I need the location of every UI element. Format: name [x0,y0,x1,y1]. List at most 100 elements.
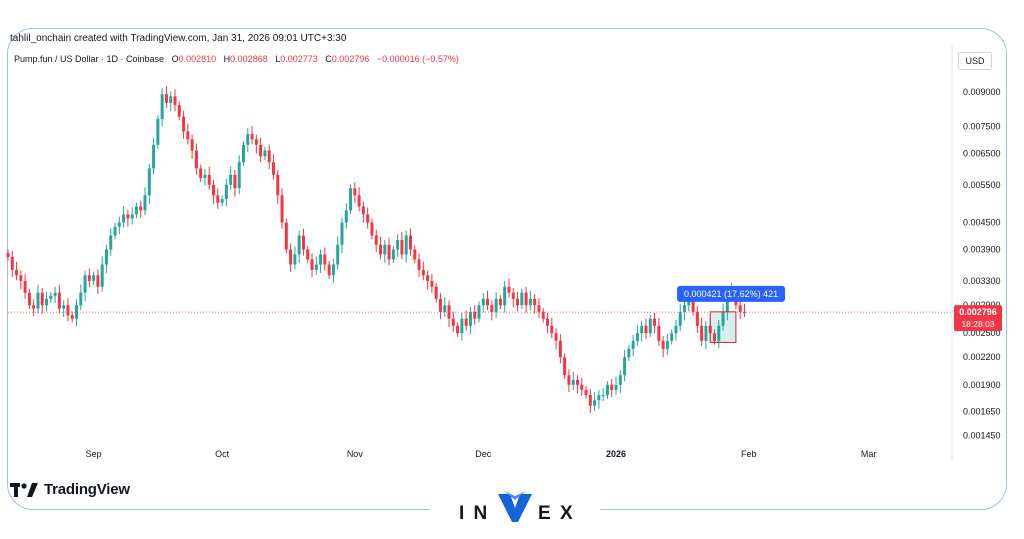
candle-body[interactable] [580,384,584,390]
candle-body[interactable] [725,292,729,312]
candle-body[interactable] [498,298,502,306]
candle-body[interactable] [297,235,301,255]
candle-body[interactable] [567,375,571,385]
candle-body[interactable] [194,150,198,169]
candle-body[interactable] [113,226,117,236]
candle-body[interactable] [516,298,520,306]
candle-body[interactable] [104,249,108,265]
candle-body[interactable] [134,206,138,215]
candle-body[interactable] [550,325,554,334]
candle-body[interactable] [537,305,541,312]
candle-body[interactable] [674,325,678,334]
candle-body[interactable] [190,139,194,151]
candle-body[interactable] [593,400,597,406]
candle-body[interactable] [242,144,245,163]
candle-body[interactable] [344,210,348,223]
candle-body[interactable] [109,235,113,250]
candle-body[interactable] [327,264,331,276]
candle-body[interactable] [481,298,485,306]
symbol-label[interactable]: Pump.fun / US Dollar · 1D · Coinbase [14,54,165,64]
candle-body[interactable] [383,244,387,255]
candle-body[interactable] [533,298,537,306]
candle-body[interactable] [45,298,49,306]
candle-body[interactable] [605,384,609,395]
candle-body[interactable] [152,144,156,169]
candle-body[interactable] [575,379,579,385]
candle-body[interactable] [665,340,669,349]
candle-body[interactable] [250,134,254,140]
candle-body[interactable] [15,269,19,276]
candle-body[interactable] [361,206,365,215]
candle-body[interactable] [507,286,511,293]
candle-body[interactable] [614,384,618,390]
candle-body[interactable] [473,311,477,319]
candle-body[interactable] [464,318,468,326]
candle-body[interactable] [421,269,425,276]
candle-body[interactable] [36,292,40,309]
candle-body[interactable] [143,195,147,211]
candle-body[interactable] [216,195,220,203]
candle-body[interactable] [323,254,327,265]
candle-body[interactable] [75,305,79,319]
candle-body[interactable] [700,325,704,341]
candle-body[interactable] [357,195,361,207]
candle-body[interactable] [340,222,344,245]
candle-body[interactable] [387,244,391,260]
candle-body[interactable] [147,168,151,196]
candle-body[interactable] [653,318,657,326]
candle-body[interactable] [306,249,310,260]
candle-body[interactable] [426,275,430,281]
candle-body[interactable] [83,275,87,293]
candle-body[interactable] [19,275,23,281]
candle-body[interactable] [40,292,44,306]
candle-body[interactable] [280,195,284,223]
candle-body[interactable] [451,318,455,326]
candle-body[interactable] [713,333,716,341]
candle-body[interactable] [349,188,353,211]
candle-body[interactable] [289,249,293,265]
candle-body[interactable] [122,214,126,223]
candle-body[interactable] [391,249,395,260]
candle-body[interactable] [494,298,498,312]
candle-body[interactable] [336,244,340,265]
candle-body[interactable] [404,235,408,255]
candle-body[interactable] [10,256,14,270]
candle-body[interactable] [254,139,258,145]
candle-body[interactable] [438,298,442,312]
candle-body[interactable] [314,264,318,270]
candle-body[interactable] [695,311,699,326]
candle-body[interactable] [631,340,635,349]
candle-body[interactable] [524,292,528,306]
candle-body[interactable] [57,292,61,309]
candle-body[interactable] [640,325,644,334]
candle-body[interactable] [66,305,70,316]
candle-body[interactable] [27,292,31,306]
candle-body[interactable] [156,119,160,145]
candle-body[interactable] [396,240,400,250]
candle-body[interactable] [558,340,562,358]
candle-body[interactable] [87,275,91,281]
candle-body[interactable] [618,375,622,385]
candle-body[interactable] [400,240,404,255]
candle-body[interactable] [657,325,661,341]
candle-body[interactable] [434,286,438,299]
candle-body[interactable] [503,286,507,306]
candle-body[interactable] [511,292,515,299]
candle-body[interactable] [246,134,250,145]
candle-body[interactable] [212,184,216,196]
candle-body[interactable] [53,292,57,296]
candle-body[interactable] [704,325,708,341]
candle-body[interactable] [310,259,314,270]
candle-body[interactable] [173,96,177,106]
candle-body[interactable] [584,389,588,395]
candle-body[interactable] [164,94,168,103]
candle-body[interactable] [648,318,652,334]
candle-body[interactable] [623,357,627,376]
candle-body[interactable] [678,311,682,326]
candle-body[interactable] [284,222,288,250]
candle-body[interactable] [203,174,207,179]
candle-body[interactable] [169,96,173,103]
candle-body[interactable] [486,298,490,306]
candle-body[interactable] [379,244,383,255]
candle-body[interactable] [199,168,203,179]
